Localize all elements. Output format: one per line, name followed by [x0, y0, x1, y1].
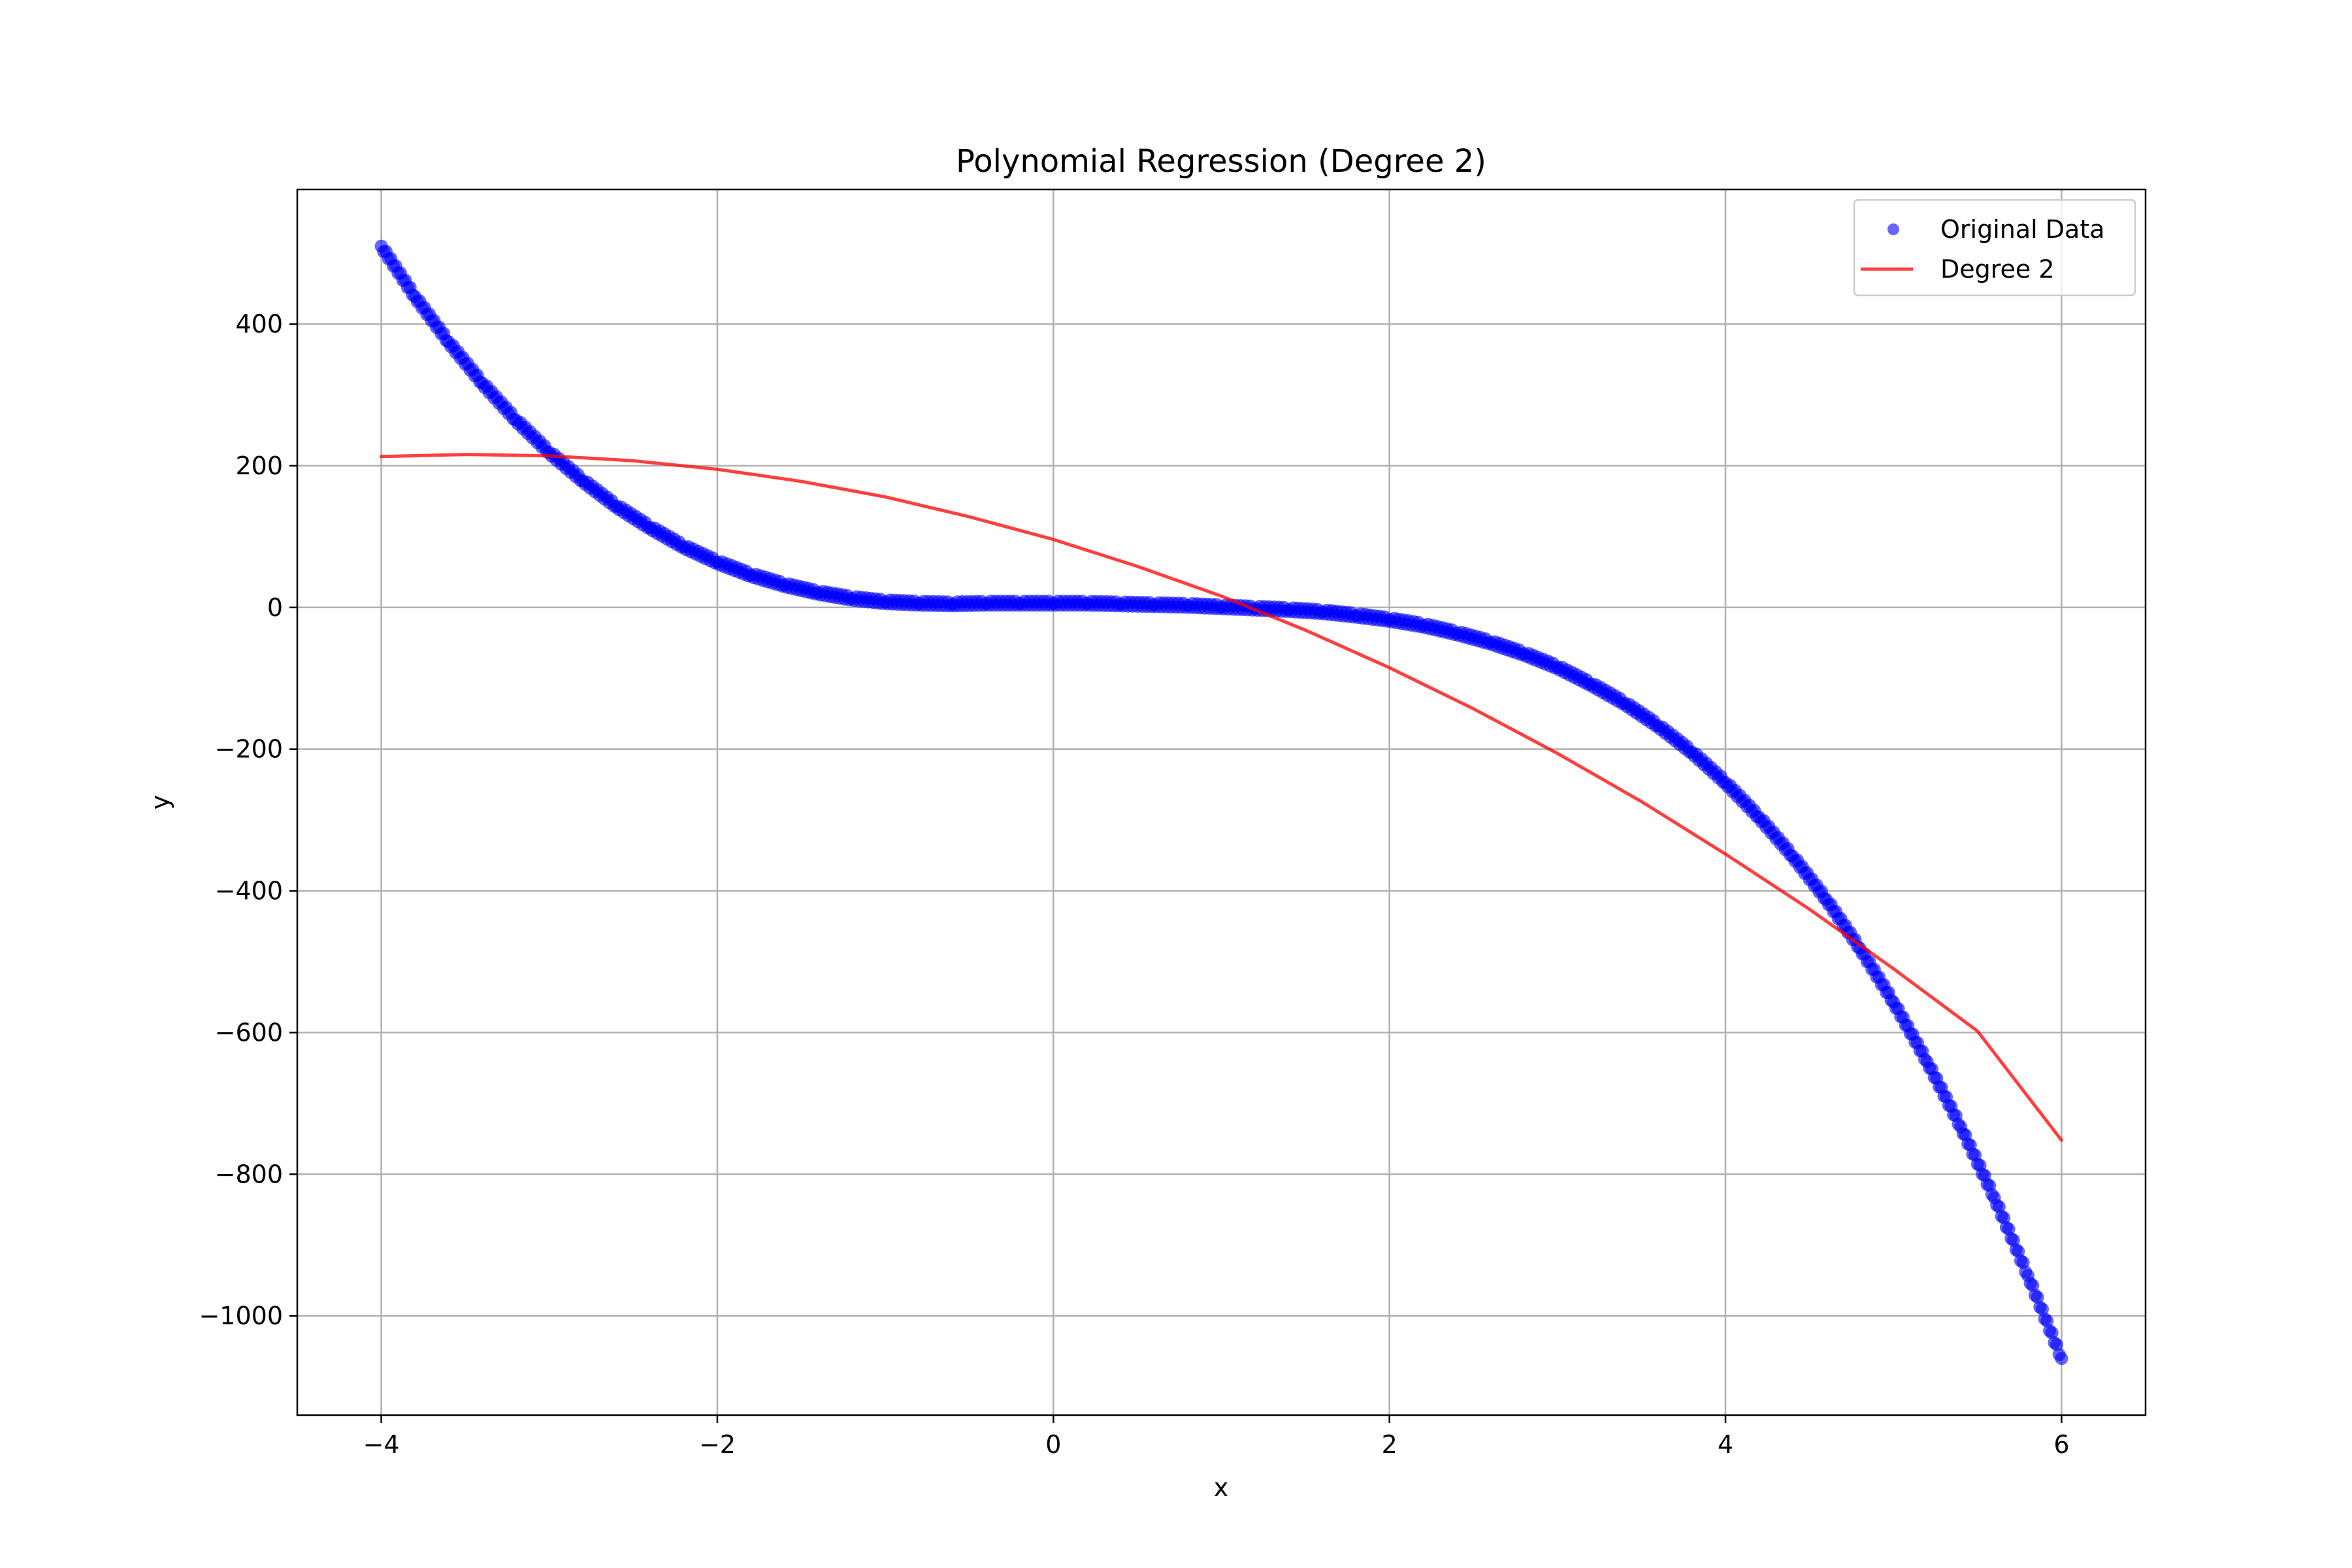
legend-box — [1853, 199, 2136, 297]
x-tick-label: 2 — [1382, 1430, 1397, 1459]
y-tick-label: 0 — [267, 593, 283, 622]
y-tick-label: −1000 — [199, 1301, 283, 1330]
data-point — [2026, 1279, 2040, 1292]
legend: Original Data Degree 2 — [1853, 199, 2136, 297]
y-axis-ticks: −1000 −800 −600 −400 −200 0 200 400 — [199, 310, 297, 1330]
x-tick-label: −4 — [363, 1430, 400, 1459]
x-tick-label: 4 — [1718, 1430, 1733, 1459]
y-axis-label: y — [146, 795, 174, 810]
x-tick-label: 0 — [1045, 1430, 1061, 1459]
data-point — [2036, 1302, 2050, 1316]
legend-label-degree-2: Degree 2 — [1940, 255, 2055, 284]
y-tick-label: 400 — [235, 310, 283, 338]
y-tick-label: −400 — [215, 877, 283, 906]
y-tick-label: −600 — [215, 1018, 283, 1047]
x-axis-ticks: −4 −2 0 2 4 6 — [363, 1415, 2070, 1459]
grid — [297, 189, 2146, 1415]
plot-data-area — [374, 239, 2068, 1365]
data-point — [2045, 1326, 2059, 1339]
plot-frame — [296, 188, 2147, 1416]
x-axis-label: x — [1214, 1473, 1229, 1502]
y-tick-label: −200 — [215, 735, 283, 764]
data-point — [2055, 1352, 2068, 1365]
degree-2-fit-line — [380, 453, 2063, 1142]
y-tick-label: 200 — [235, 451, 283, 480]
x-tick-label: −2 — [699, 1430, 736, 1459]
scatter-series — [374, 239, 2068, 1365]
legend-scatter-marker — [1887, 223, 1899, 235]
x-tick-label: 6 — [2053, 1430, 2069, 1459]
data-point — [2050, 1338, 2064, 1352]
y-tick-label: −800 — [215, 1160, 283, 1188]
data-point — [2031, 1290, 2044, 1304]
legend-label-original-data: Original Data — [1940, 215, 2105, 244]
chart-title: Polynomial Regression (Degree 2) — [956, 143, 1486, 180]
data-point — [2040, 1314, 2054, 1328]
